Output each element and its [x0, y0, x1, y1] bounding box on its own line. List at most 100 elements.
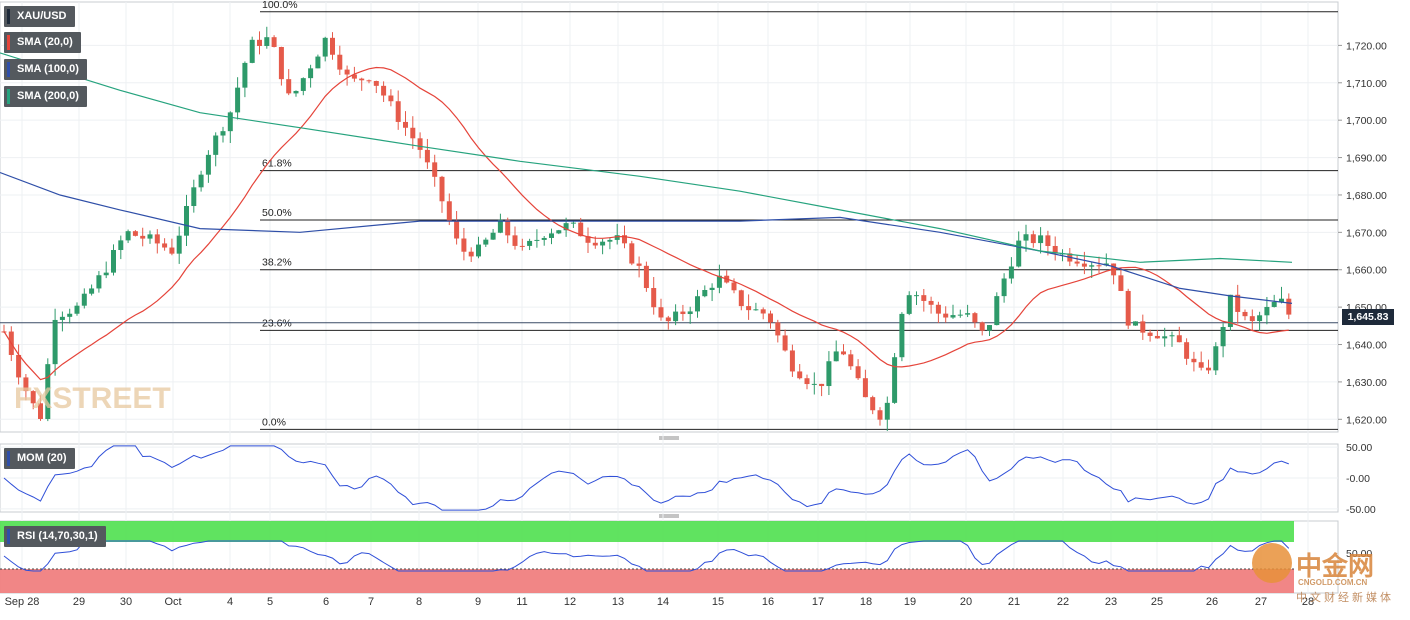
candle-body: [461, 238, 467, 252]
candle-body: [782, 335, 788, 351]
y-tick-label: 1,640.00: [1346, 340, 1387, 352]
candle-body: [96, 275, 102, 289]
candle-body: [67, 313, 73, 317]
candle-body: [1242, 311, 1248, 317]
candle-body: [1118, 275, 1124, 291]
legend-sma200[interactable]: SMA (200,0): [4, 86, 87, 107]
x-tick-label: 18: [860, 596, 872, 608]
candle-body: [373, 81, 379, 86]
candle-body: [1089, 265, 1095, 267]
candle-body: [1249, 316, 1255, 322]
candle-body: [695, 296, 700, 312]
candle-body: [417, 138, 423, 150]
candle-body: [972, 313, 978, 323]
x-tick-label: 4: [227, 596, 233, 608]
candle-body: [1279, 298, 1284, 302]
fib-label: 0.0%: [262, 416, 286, 428]
candle-body: [1030, 234, 1036, 244]
candle-body: [446, 201, 452, 221]
candle-body: [899, 313, 905, 358]
candle-body: [768, 313, 773, 323]
mom-tick-label: 50.00: [1346, 442, 1372, 454]
candle-body: [541, 237, 547, 240]
candle-body: [1001, 278, 1007, 297]
legend-xauusd[interactable]: XAU/USD: [4, 6, 75, 27]
candle-body: [1096, 265, 1102, 267]
y-tick-label: 1,680.00: [1346, 190, 1387, 202]
mom-line: [3, 445, 1289, 511]
legend-sma200-label: SMA (200,0): [17, 90, 79, 102]
candle-body: [957, 314, 963, 316]
candle-body: [169, 247, 175, 254]
candle-body: [74, 305, 80, 314]
candle-body: [490, 232, 496, 240]
y-tick-label: 1,620.00: [1346, 414, 1387, 426]
x-tick-label: 9: [475, 596, 481, 608]
cngold-domain: CNGOLD.COM.CN: [1298, 578, 1368, 587]
candle-body: [1271, 301, 1277, 307]
candle-body: [928, 300, 934, 305]
fib-label: 61.8%: [262, 158, 292, 170]
candle-body: [979, 322, 985, 331]
x-tick-label: 22: [1057, 596, 1069, 608]
candle-body: [1147, 332, 1153, 336]
legend-sma20-label: SMA (20,0): [17, 36, 73, 48]
x-tick-label: 21: [1008, 596, 1020, 608]
legend-sma20[interactable]: SMA (20,0): [4, 32, 81, 53]
candle-body: [271, 37, 277, 47]
legend-sma100[interactable]: SMA (100,0): [4, 59, 87, 80]
candle-body: [884, 402, 890, 420]
candle-body: [519, 245, 525, 247]
candle-body: [1154, 335, 1160, 339]
candle-body: [118, 240, 124, 251]
candle-body: [249, 39, 255, 63]
candle-body: [665, 317, 671, 322]
candle-body: [534, 239, 540, 241]
candle-body: [322, 37, 328, 57]
candle-body: [914, 295, 919, 297]
candle-body: [1213, 346, 1219, 371]
candle-body: [198, 174, 204, 188]
legend-mom[interactable]: MOM (20): [4, 448, 75, 469]
candle-body: [848, 354, 854, 367]
candle-body: [220, 131, 226, 136]
candle-body: [658, 307, 664, 318]
x-tick-label: 17: [812, 596, 824, 608]
candle-body: [89, 288, 95, 294]
y-tick-label: 1,710.00: [1346, 78, 1387, 90]
candle-body: [395, 101, 401, 122]
candle-body: [439, 176, 445, 202]
x-tick-label: 15: [712, 596, 724, 608]
candle-body: [205, 154, 211, 175]
candle-body: [965, 313, 971, 315]
cngold-tagline: 中文财经新媒体: [1296, 592, 1394, 604]
candle-body: [45, 364, 51, 419]
cngold-logo-icon: [1252, 543, 1292, 583]
fib-label: 100.0%: [262, 0, 298, 11]
candle-body: [176, 235, 182, 254]
candle-body: [614, 235, 620, 240]
candle-body: [257, 39, 262, 46]
candle-body: [286, 79, 292, 94]
x-tick-label: 13: [612, 596, 624, 608]
candle-body: [892, 357, 898, 403]
candle-body: [811, 383, 817, 385]
candle-body: [1227, 294, 1233, 328]
candle-body: [1052, 245, 1058, 254]
candle-body: [410, 127, 416, 139]
x-tick-label: 11: [516, 596, 527, 608]
legend-rsi[interactable]: RSI (14,70,30,1): [4, 526, 106, 547]
legend-rsi-label: RSI (14,70,30,1): [17, 530, 98, 542]
x-tick-label: 12: [564, 596, 576, 608]
candle-body: [403, 121, 408, 128]
candle-body: [351, 74, 357, 79]
candle-body: [359, 78, 365, 81]
candle-body: [950, 315, 956, 318]
candle-body: [154, 234, 160, 244]
candle-body: [81, 293, 87, 306]
x-tick-label: Oct: [164, 596, 181, 608]
y-tick-label: 1,720.00: [1346, 40, 1387, 52]
candle-body: [1198, 362, 1204, 368]
candle-body: [191, 187, 197, 207]
